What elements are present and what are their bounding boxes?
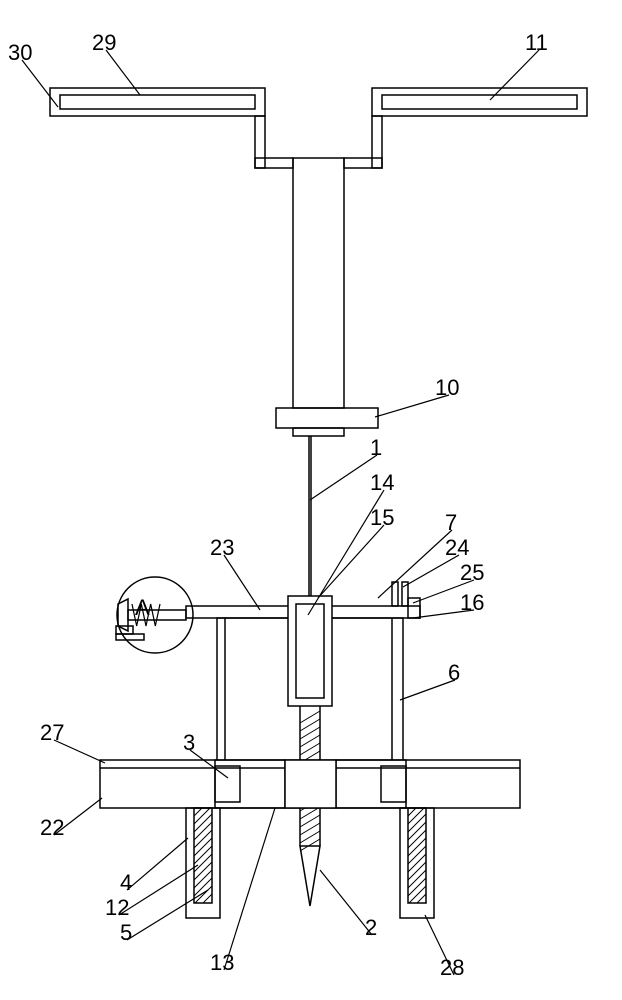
label-11: 11 xyxy=(525,30,548,56)
label-13: 13 xyxy=(210,950,234,976)
label-15: 15 xyxy=(370,505,394,531)
label-24: 24 xyxy=(445,535,469,561)
label-16: 16 xyxy=(460,590,484,616)
label-5: 5 xyxy=(120,920,132,946)
label-12: 12 xyxy=(105,895,129,921)
label-29: 29 xyxy=(92,30,116,56)
label-3: 3 xyxy=(183,730,195,756)
engineering-diagram xyxy=(0,0,622,1000)
label-25: 25 xyxy=(460,560,484,586)
label-30: 30 xyxy=(8,40,32,66)
label-4: 4 xyxy=(120,870,132,896)
label-27: 27 xyxy=(40,720,64,746)
label-7: 7 xyxy=(445,510,457,536)
label-10: 10 xyxy=(435,375,459,401)
label-6: 6 xyxy=(448,660,460,686)
label-A: A xyxy=(135,595,150,621)
label-28: 28 xyxy=(440,955,464,981)
label-1: 1 xyxy=(370,435,382,461)
label-22: 22 xyxy=(40,815,64,841)
label-23: 23 xyxy=(210,535,234,561)
label-2: 2 xyxy=(365,915,377,941)
label-14: 14 xyxy=(370,470,394,496)
